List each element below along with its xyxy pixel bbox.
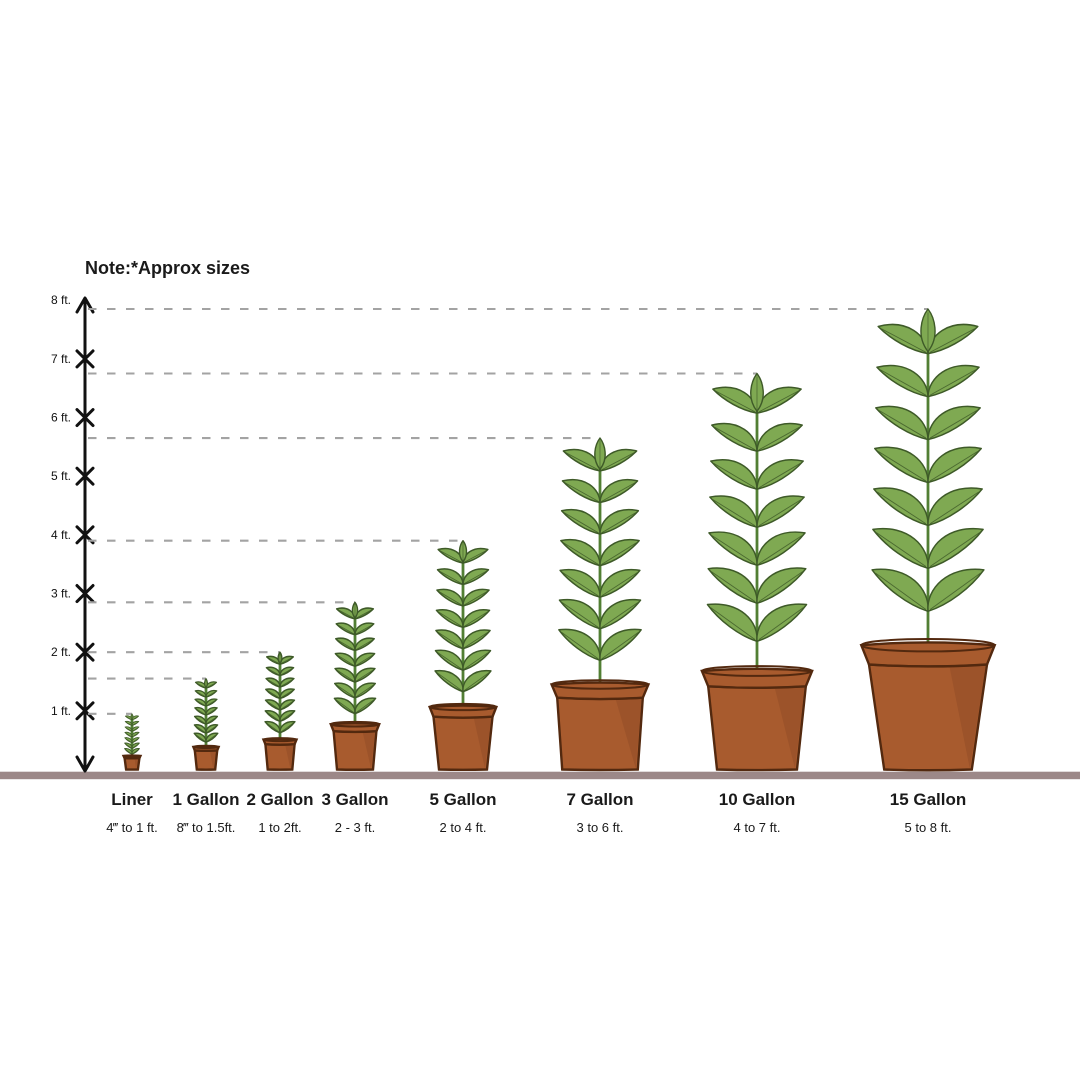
svg-text:7 ft.: 7 ft. [51,352,71,366]
svg-text:6 ft.: 6 ft. [51,411,71,425]
svg-text:2 ft.: 2 ft. [51,645,71,659]
svg-text:4 ft.: 4 ft. [51,528,71,542]
svg-text:3 ft.: 3 ft. [51,587,71,601]
svg-text:1 ft.: 1 ft. [51,704,71,718]
svg-text:5 ft.: 5 ft. [51,469,71,483]
svg-text:8 ft.: 8 ft. [51,293,71,307]
